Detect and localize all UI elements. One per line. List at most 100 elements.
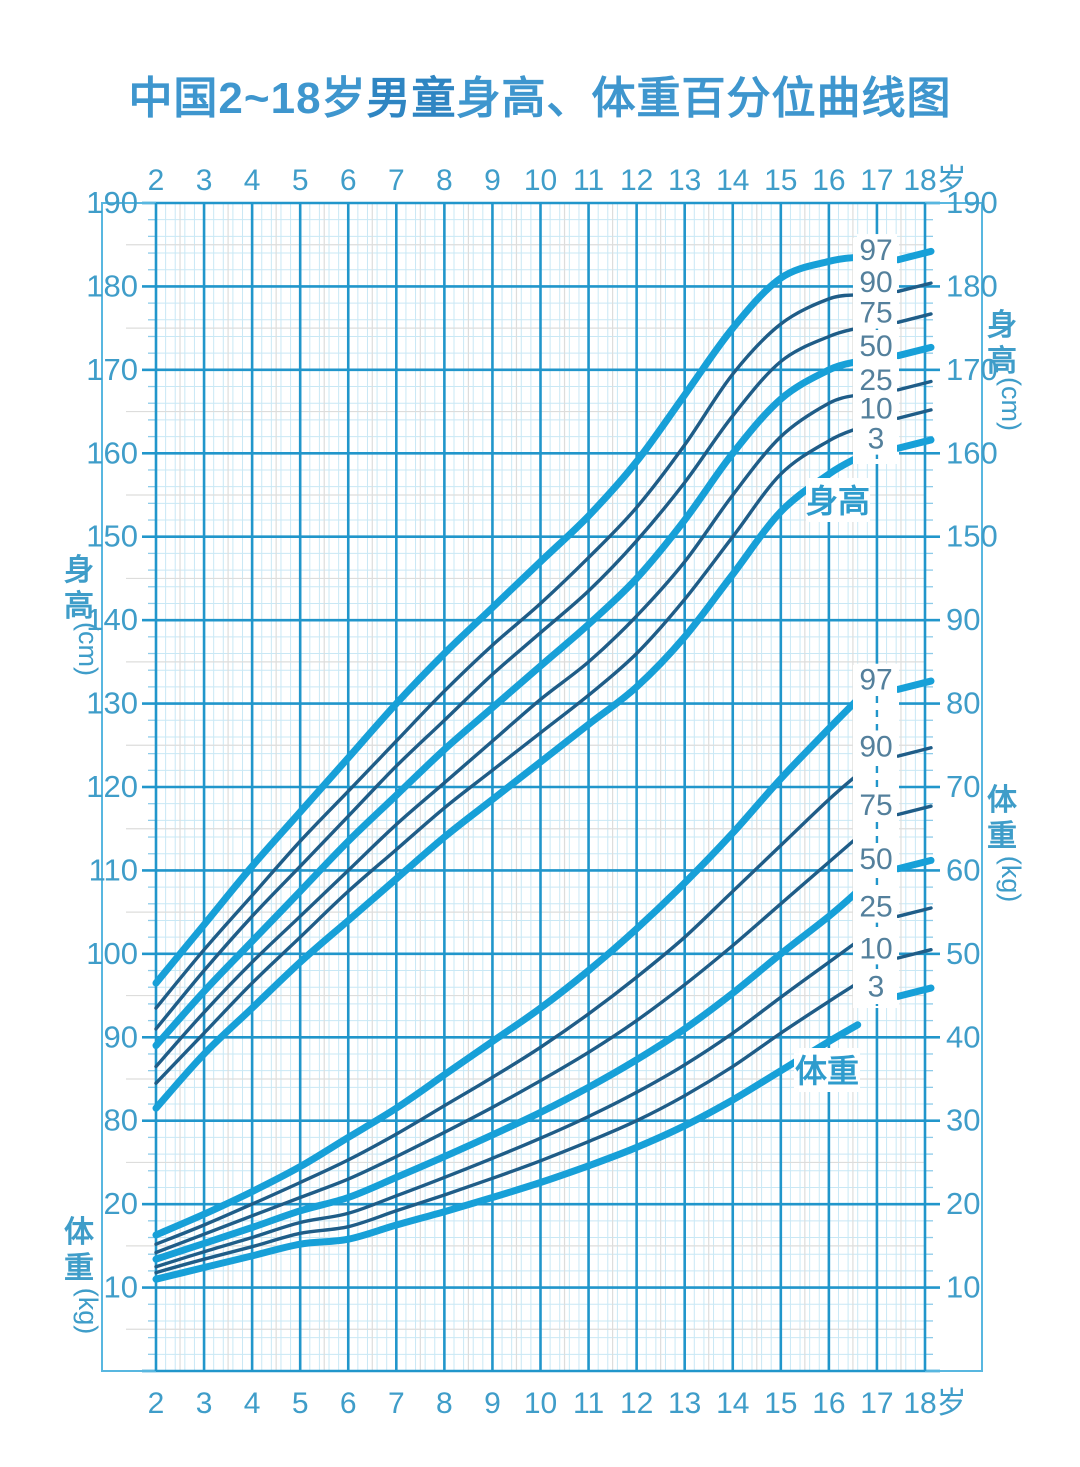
- svg-text:11: 11: [573, 1387, 604, 1420]
- height-percentile-label-97: 97: [859, 234, 892, 267]
- svg-text:4: 4: [244, 1387, 261, 1420]
- left-height-axis-label: 身高(cm): [64, 554, 103, 676]
- weight-curve-P75: [154, 835, 860, 1255]
- svg-text:10: 10: [946, 1270, 980, 1305]
- svg-text:9: 9: [484, 164, 501, 197]
- weight-curve-P3: [152, 1021, 862, 1283]
- svg-text:140: 140: [86, 602, 138, 637]
- svg-text:13: 13: [668, 164, 701, 197]
- svg-text:高: 高: [64, 590, 94, 623]
- svg-text:(cm): (cm): [996, 377, 1026, 431]
- svg-text:18岁: 18岁: [903, 1387, 966, 1420]
- svg-text:9: 9: [484, 1387, 501, 1420]
- height-curve-P25: [154, 393, 860, 1069]
- svg-text:80: 80: [946, 686, 980, 721]
- svg-text:170: 170: [946, 352, 998, 387]
- axis-tick-labels: 190 180 170 160 150 140 130 120 110 100 90 80 20 10 19…: [86, 164, 997, 1420]
- svg-text:15: 15: [764, 1387, 797, 1420]
- svg-text:6: 6: [340, 164, 357, 197]
- svg-text:20: 20: [104, 1186, 138, 1221]
- svg-text:12: 12: [620, 1387, 653, 1420]
- svg-text:190: 190: [86, 185, 138, 220]
- svg-text:30: 30: [946, 1103, 980, 1138]
- svg-text:11: 11: [573, 164, 604, 197]
- svg-text:(cm): (cm): [73, 622, 103, 676]
- svg-text:17: 17: [860, 1387, 893, 1420]
- svg-text:重: 重: [987, 820, 1017, 853]
- svg-text:18岁: 18岁: [903, 164, 966, 197]
- svg-text:5: 5: [292, 164, 309, 197]
- svg-text:150: 150: [946, 519, 998, 554]
- weight-curve-P90: [154, 772, 860, 1246]
- axis-unit-labels: 身高(cm)体重(kg)身高(cm)体重(kg): [64, 309, 1026, 1334]
- weight-percentile-label-25: 25: [859, 891, 892, 924]
- right-weight-axis-label: 体重(kg): [987, 784, 1026, 902]
- height-curve-P50: [152, 358, 862, 1050]
- svg-text:110: 110: [89, 852, 138, 887]
- height-percentile-label-90: 90: [859, 266, 892, 299]
- height-curve: [152, 253, 862, 1112]
- weight-curve-P25: [154, 939, 860, 1269]
- left-weight-axis-label: 体重(kg): [64, 1216, 103, 1334]
- svg-text:8: 8: [436, 1387, 453, 1420]
- svg-text:高: 高: [987, 345, 1017, 378]
- svg-text:150: 150: [86, 519, 138, 554]
- svg-text:6: 6: [340, 1387, 357, 1420]
- svg-text:体: 体: [64, 1216, 95, 1249]
- height-curve-P10: [154, 426, 860, 1085]
- height-percentile-label-25: 25: [859, 364, 892, 397]
- svg-text:12: 12: [620, 164, 653, 197]
- height-curve-P97: [152, 253, 862, 987]
- svg-text:130: 130: [86, 686, 138, 721]
- svg-text:身: 身: [64, 554, 94, 587]
- svg-text:16: 16: [812, 164, 845, 197]
- svg-text:120: 120: [86, 769, 138, 804]
- svg-text:5: 5: [292, 1387, 309, 1420]
- svg-text:10: 10: [524, 1387, 557, 1420]
- title-bold-boys: 男童: [366, 74, 457, 123]
- height-percentile-label-3: 3: [868, 423, 885, 456]
- weight-curve-P10: [154, 981, 860, 1275]
- svg-text:180: 180: [946, 268, 998, 303]
- svg-text:4: 4: [244, 164, 261, 197]
- height-percentile-label-50: 50: [859, 330, 892, 363]
- weight-percentile-label-75: 75: [859, 789, 892, 822]
- svg-text:2: 2: [148, 1387, 165, 1420]
- weight-percentile-label-90: 90: [859, 730, 892, 763]
- height-curve-P3: [152, 454, 862, 1112]
- svg-text:50: 50: [946, 936, 980, 971]
- weight-percentile-label-50: 50: [859, 843, 892, 876]
- weight-percentile-label-3: 3: [868, 971, 885, 1004]
- svg-text:190: 190: [946, 185, 998, 220]
- weight-percentile-label-97: 97: [859, 664, 892, 697]
- svg-text:16: 16: [812, 1387, 845, 1420]
- svg-text:(kg): (kg): [996, 856, 1026, 903]
- svg-text:2: 2: [148, 164, 165, 197]
- svg-text:160: 160: [946, 435, 998, 470]
- svg-text:14: 14: [716, 1387, 749, 1420]
- svg-text:80: 80: [104, 1103, 138, 1138]
- svg-text:180: 180: [86, 268, 138, 303]
- weight-percentile-label-10: 10: [859, 932, 892, 965]
- svg-text:3: 3: [196, 1387, 213, 1420]
- svg-text:10: 10: [524, 164, 557, 197]
- svg-text:17: 17: [860, 164, 893, 197]
- weight-curve-P97: [152, 695, 862, 1239]
- svg-text:160: 160: [86, 435, 138, 470]
- height-curve-P90: [154, 293, 860, 1010]
- svg-text:身: 身: [987, 309, 1017, 342]
- svg-text:10: 10: [104, 1270, 138, 1305]
- svg-text:8: 8: [436, 164, 453, 197]
- svg-text:90: 90: [104, 1019, 138, 1054]
- svg-text:重: 重: [64, 1252, 94, 1285]
- svg-text:70: 70: [946, 769, 980, 804]
- svg-text:90: 90: [946, 602, 980, 637]
- svg-text:13: 13: [668, 1387, 701, 1420]
- svg-text:100: 100: [86, 936, 138, 971]
- height-section-label: 身高: [806, 483, 870, 519]
- svg-text:体: 体: [987, 784, 1018, 817]
- weight-curve-P50: [152, 887, 862, 1263]
- svg-text:7: 7: [388, 164, 405, 197]
